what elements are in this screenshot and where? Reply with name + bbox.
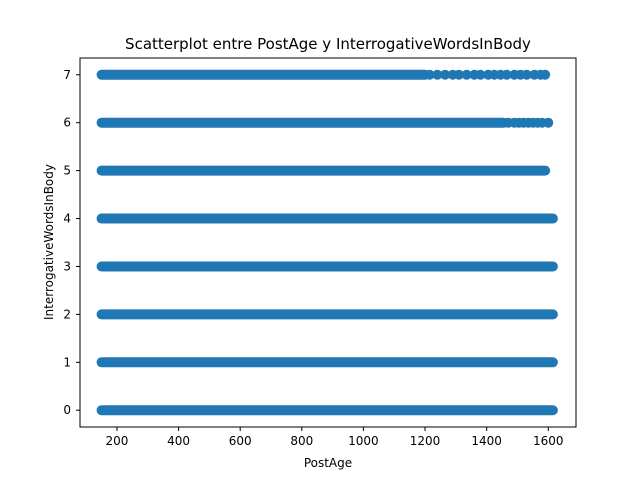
x-tick-label: 200 xyxy=(106,434,129,448)
x-tick-label: 400 xyxy=(167,434,190,448)
y-axis-ticks: 0 1 2 3 4 5 6 7 xyxy=(63,68,80,417)
y-axis-label: InterrogativeWordsInBody xyxy=(42,164,56,320)
scatter-point xyxy=(543,117,554,128)
x-tick-label: 1600 xyxy=(533,434,564,448)
x-tick-label: 800 xyxy=(290,434,313,448)
scatter-point xyxy=(475,69,486,80)
y-tick-label: 1 xyxy=(63,355,71,369)
scatter-point xyxy=(501,69,512,80)
y-tick-label: 5 xyxy=(63,164,71,178)
y-tick-label: 2 xyxy=(63,307,71,321)
plot-frame xyxy=(79,57,577,428)
x-axis-label: PostAge xyxy=(304,456,352,470)
scatter-point xyxy=(461,69,472,80)
scatter-point xyxy=(521,69,532,80)
x-tick-label: 600 xyxy=(229,434,252,448)
y-tick-label: 6 xyxy=(63,116,71,130)
scatter-point xyxy=(540,69,551,80)
y-tick-label: 7 xyxy=(63,68,71,82)
y-tick-label: 3 xyxy=(63,259,71,273)
scatter-point xyxy=(453,69,464,80)
y-tick-label: 4 xyxy=(63,212,71,226)
chart-title: Scatterplot entre PostAge y Interrogativ… xyxy=(125,35,531,53)
x-tick-label: 1000 xyxy=(348,434,379,448)
x-tick-label: 1200 xyxy=(410,434,441,448)
x-axis-ticks: 200 400 600 800 1000 1200 1400 1600 xyxy=(106,427,564,448)
scatter-point xyxy=(440,69,451,80)
plot-area xyxy=(96,69,558,416)
x-tick-label: 1400 xyxy=(471,434,502,448)
y-tick-label: 0 xyxy=(63,403,71,417)
scatter-point xyxy=(424,69,435,80)
scatter-point xyxy=(432,69,443,80)
